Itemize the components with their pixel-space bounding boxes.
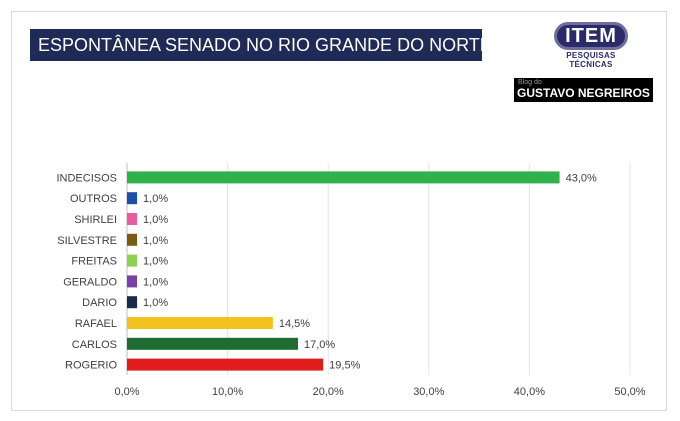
item-logo: ITEM PESQUISAS TÉCNICAS: [545, 22, 637, 69]
value-label: 1,0%: [143, 276, 168, 288]
x-tick-label: 10,0%: [212, 386, 243, 398]
category-label: OUTROS: [70, 193, 117, 205]
bar: [127, 192, 138, 205]
x-tick-label: 0,0%: [114, 386, 139, 398]
category-label: FREITAS: [71, 256, 117, 268]
logo-subtitle: PESQUISAS TÉCNICAS: [566, 51, 616, 69]
category-label: SILVESTRE: [57, 235, 117, 247]
x-tick-label: 40,0%: [514, 386, 545, 398]
bar: [127, 254, 138, 267]
blog-badge: Blog do GUSTAVO NEGREIROS: [514, 78, 653, 102]
category-label: GERALDO: [63, 276, 117, 288]
blog-name: GUSTAVO NEGREIROS: [517, 86, 650, 100]
value-label: 14,5%: [279, 318, 310, 330]
category-label: INDECISOS: [56, 172, 117, 184]
value-label: 1,0%: [143, 256, 168, 268]
value-label: 43,0%: [566, 172, 597, 184]
x-tick-label: 50,0%: [614, 386, 645, 398]
blog-prefix: Blog do: [518, 79, 542, 86]
value-label: 1,0%: [143, 235, 168, 247]
chart-title: ESPONTÂNEA SENADO NO RIO GRANDE DO NORTE: [30, 29, 482, 61]
bar: [127, 358, 324, 371]
category-label: ROGERIO: [65, 360, 117, 372]
x-tick-label: 20,0%: [313, 386, 344, 398]
category-label: RAFAEL: [75, 318, 117, 330]
value-label: 17,0%: [304, 339, 335, 351]
value-label: 19,5%: [329, 360, 360, 372]
value-label: 1,0%: [143, 297, 168, 309]
x-tick-label: 30,0%: [413, 386, 444, 398]
bar: [127, 275, 138, 288]
chart-frame: [11, 11, 667, 411]
bar: [127, 337, 299, 350]
category-label: CARLOS: [72, 339, 117, 351]
category-label: SHIRLEI: [74, 214, 117, 226]
value-label: 1,0%: [143, 193, 168, 205]
value-label: 1,0%: [143, 214, 168, 226]
bar: [127, 233, 138, 246]
category-label: DARIO: [82, 297, 117, 309]
logo-name: ITEM: [554, 22, 628, 50]
bar: [127, 317, 273, 329]
bar: [127, 296, 138, 309]
bar: [127, 171, 560, 184]
bar: [127, 213, 138, 225]
